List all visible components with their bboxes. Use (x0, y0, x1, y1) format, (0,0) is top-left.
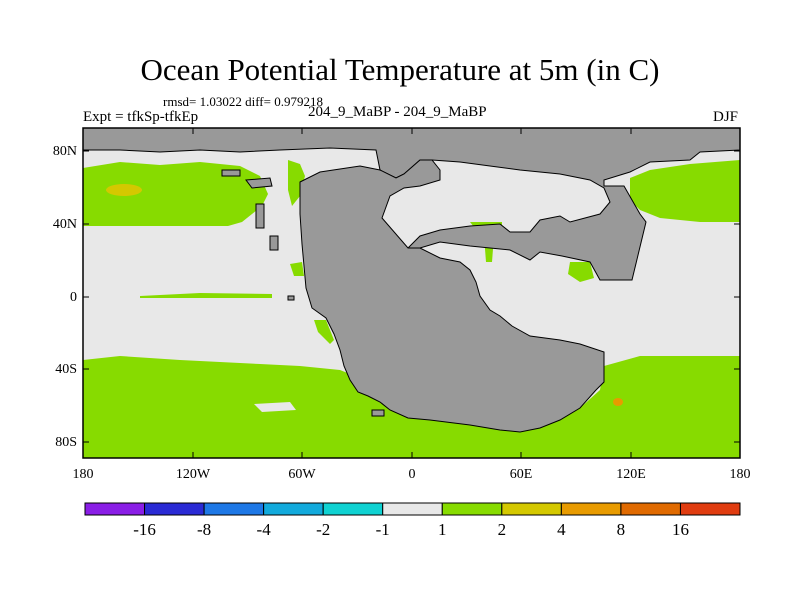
colorbar-label: 4 (557, 520, 566, 539)
colorbar-label: -1 (376, 520, 390, 539)
lon-label-60e: 60E (510, 467, 533, 482)
warm-spot-north-pacific (106, 184, 142, 196)
colorbar-swatch (322, 502, 384, 516)
colorbar-label: -16 (133, 520, 156, 539)
anomaly-1-2-regions (83, 160, 740, 458)
colorbar-swatch (144, 502, 205, 516)
longitude-labels: 180 120W 60W 0 60E 120E 180 (73, 467, 751, 482)
colorbar-swatch (501, 502, 562, 516)
island-atlantic-1 (269, 235, 279, 251)
southern-ocean-band (83, 356, 740, 458)
colorbar-swatch (382, 502, 443, 516)
island-north-pacific-2 (245, 177, 273, 189)
lat-label-80n: 80N (53, 144, 77, 159)
season-label: DJF (713, 109, 739, 125)
neutral-island-south-pacific (254, 402, 296, 412)
colorbar-swatch (679, 502, 741, 516)
colorbar-swatch (263, 502, 324, 516)
north-atlantic-band (288, 160, 305, 206)
case-label: 204_9_MaBP - 204_9_MaBP (308, 104, 487, 120)
equatorial-strip (140, 293, 272, 298)
island-north-pacific-1 (221, 169, 241, 177)
lon-label-180w: 180 (73, 467, 94, 482)
stats-label: rmsd= 1.03022 diff= 0.979218 (163, 94, 323, 109)
island-atlantic-2 (287, 295, 295, 301)
map-plot-area (83, 128, 740, 458)
colorbar-label: 1 (438, 520, 447, 539)
colorbar-label: 16 (672, 520, 689, 539)
colorbar-labels: -16 -8 -4 -2 -1 1 2 4 8 16 (133, 520, 689, 539)
lat-label-80s: 80S (55, 435, 77, 450)
colorbar (84, 502, 741, 516)
island-south-1 (371, 409, 385, 417)
indian-ocean-patch-north (568, 262, 594, 282)
nw-pacific-band (630, 160, 740, 222)
north-pacific-band (83, 162, 268, 226)
colorbar-swatch (203, 502, 265, 516)
colorbar-swatch (84, 502, 146, 516)
colorbar-label: -8 (197, 520, 211, 539)
map-title: Ocean Potential Temperature at 5m (in C) (140, 52, 660, 87)
lon-label-60w: 60W (288, 467, 316, 482)
lat-label-40n: 40N (53, 217, 77, 232)
land-masses (83, 128, 740, 433)
colorbar-swatch (560, 502, 622, 516)
lon-label-120e: 120E (616, 467, 646, 482)
colorbar-label: 2 (498, 520, 507, 539)
colorbar-label: 8 (617, 520, 626, 539)
warm-spot-south-indian (613, 398, 623, 406)
lon-label-0: 0 (409, 467, 416, 482)
experiment-label: Expt = tfkSp-tfkEp (83, 109, 199, 125)
colorbar-label: -4 (257, 520, 272, 539)
south-america-coast (314, 320, 334, 344)
lat-label-40s: 40S (55, 362, 77, 377)
lon-label-180e: 180 (730, 467, 751, 482)
lon-label-120w: 120W (176, 467, 211, 482)
colorbar-label: -2 (316, 520, 330, 539)
colorbar-swatch (620, 502, 681, 516)
lat-label-0: 0 (70, 290, 77, 305)
colorbar-swatch (441, 502, 503, 516)
island-north-pacific-3 (255, 203, 265, 229)
gulf-stream-patch (290, 262, 304, 276)
map-frame-ticks (82, 128, 741, 458)
latitude-labels: 80N 40N 0 40S 80S (53, 144, 77, 450)
continent-west (299, 159, 605, 433)
